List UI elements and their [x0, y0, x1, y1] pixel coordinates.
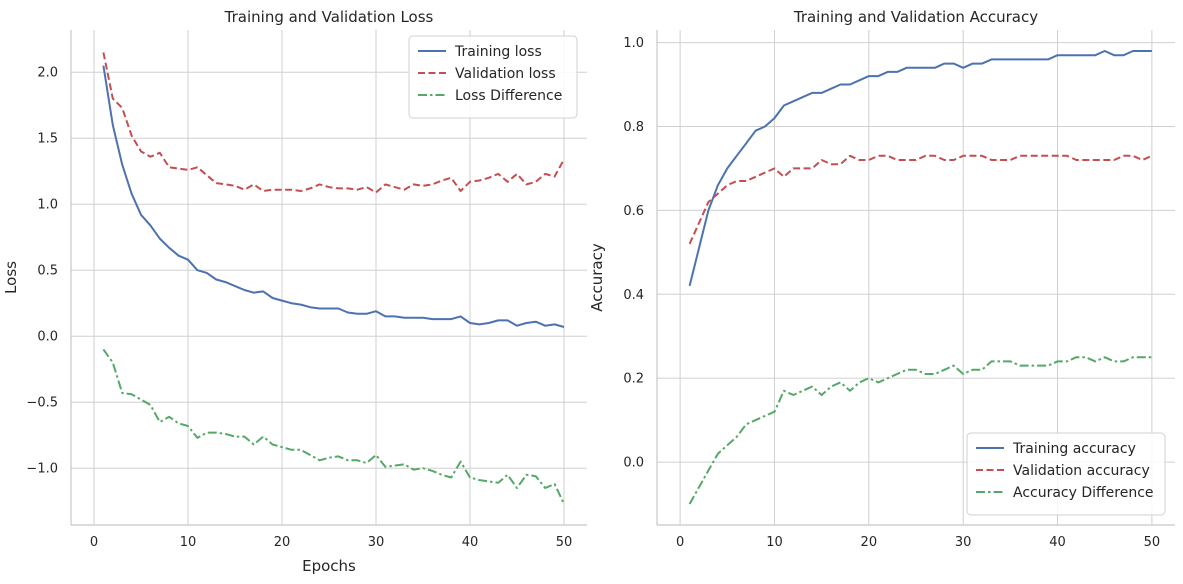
x-axis-label: Epochs: [302, 557, 356, 575]
y-tick-label: 0.6: [623, 204, 644, 219]
y-tick-label: −0.5: [26, 396, 58, 411]
x-tick-label: 30: [955, 535, 972, 550]
y-tick-label: 0.0: [37, 330, 58, 345]
x-tick-label: 10: [180, 535, 197, 550]
legend-frame: [966, 432, 1166, 516]
y-tick-label: 0.4: [623, 288, 644, 303]
y-tick-label: 2.0: [37, 66, 58, 81]
series-line-val: [688, 154, 1153, 245]
legend-label: Training loss: [454, 44, 542, 60]
legend-label: Training accuracy: [1012, 441, 1136, 457]
x-tick-label: 40: [462, 535, 479, 550]
x-tick-label: 20: [861, 535, 878, 550]
x-tick-label: 50: [1144, 535, 1161, 550]
x-tick-label: 30: [368, 535, 385, 550]
legend-label: Validation accuracy: [1013, 463, 1150, 479]
y-tick-label: 0.2: [623, 372, 644, 387]
series-line-val: [102, 52, 565, 194]
y-tick-label: 1.0: [37, 198, 58, 213]
legend-label: Loss Difference: [455, 88, 562, 104]
y-axis-label: Accuracy: [588, 243, 606, 312]
chart-panel-1: 0 10 20 30 40 50 −1.0 −0.5 0.0 0.5 1.0 1.5 2.0 Traini…: [2, 8, 587, 575]
chart-title: Training and Validation Loss: [224, 8, 434, 26]
legend-label: Accuracy Difference: [1013, 485, 1154, 501]
series-line-train: [102, 65, 565, 328]
series-line-diff: [102, 348, 565, 505]
y-tick-label: 0.8: [623, 120, 644, 135]
y-tick-label: 1.0: [623, 36, 644, 51]
chart-title: Training and Validation Accuracy: [793, 8, 1038, 26]
y-tick-label: 0.0: [623, 456, 644, 471]
y-tick-label: 1.5: [37, 132, 58, 147]
x-tick-label: 50: [556, 535, 573, 550]
y-tick-label: 0.5: [37, 264, 58, 279]
legend-label: Validation loss: [455, 66, 556, 82]
legend: Training accuracy Validation accuracy Accu…: [966, 432, 1166, 516]
x-tick-label: 40: [1049, 535, 1066, 550]
legend-frame: [408, 35, 578, 119]
series-line-train: [688, 50, 1152, 287]
grid: [657, 30, 1175, 525]
x-tick-label: 20: [274, 535, 291, 550]
x-tick-label: 0: [676, 535, 684, 550]
y-tick-label: −1.0: [26, 462, 58, 477]
chart-panel-2: 0 10 20 30 40 50 0.0 0.2 0.4 0.6 0.8 1.0 Training an…: [588, 8, 1175, 550]
y-axis-label: Loss: [2, 261, 20, 294]
x-tick-label: 10: [766, 535, 783, 550]
x-tick-label: 0: [90, 535, 98, 550]
legend: Training loss Validation loss Loss Differe…: [408, 35, 578, 119]
series-line-diff: [688, 356, 1152, 505]
